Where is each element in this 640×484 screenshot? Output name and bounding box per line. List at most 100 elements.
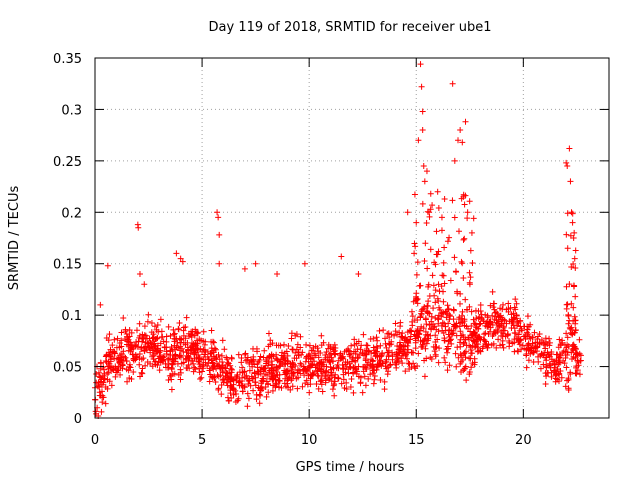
data-point <box>414 363 421 370</box>
data-point <box>118 329 125 336</box>
data-point <box>161 344 168 351</box>
data-point <box>443 314 450 321</box>
data-point <box>550 368 557 375</box>
data-point <box>556 378 563 385</box>
data-point <box>454 344 461 351</box>
data-point <box>297 360 304 367</box>
data-point <box>501 317 508 324</box>
data-point <box>454 288 461 295</box>
data-point <box>430 282 437 289</box>
data-point <box>328 378 335 385</box>
data-point <box>525 357 532 364</box>
data-point <box>295 349 302 356</box>
data-point <box>563 159 570 166</box>
data-point <box>564 245 571 252</box>
data-point <box>426 322 433 329</box>
data-point <box>282 369 289 376</box>
data-point <box>461 201 468 208</box>
data-point <box>292 349 299 356</box>
data-point <box>405 340 412 347</box>
data-point <box>470 316 477 323</box>
data-point <box>498 321 505 328</box>
data-point <box>367 362 374 369</box>
data-point <box>208 338 215 345</box>
data-point <box>411 191 418 198</box>
data-point <box>140 335 147 342</box>
data-point <box>565 375 572 382</box>
data-point <box>266 367 273 374</box>
data-point <box>205 356 212 363</box>
data-point <box>373 363 380 370</box>
y-axis-label: SRMTID / TECUs <box>7 186 22 291</box>
data-point <box>270 382 277 389</box>
data-point <box>224 376 231 383</box>
data-point <box>482 330 489 337</box>
data-point <box>218 352 225 359</box>
data-point <box>423 321 430 328</box>
data-point <box>303 377 310 384</box>
data-point <box>296 367 303 374</box>
data-point <box>265 389 272 396</box>
data-point <box>495 336 502 343</box>
data-point <box>165 323 172 330</box>
data-point <box>451 214 458 221</box>
data-point <box>309 361 316 368</box>
data-point <box>228 374 235 381</box>
data-point <box>473 324 480 331</box>
data-point <box>424 208 431 215</box>
data-point <box>250 353 257 360</box>
data-point <box>193 355 200 362</box>
data-point <box>97 301 104 308</box>
data-point <box>215 214 222 221</box>
data-point <box>518 346 525 353</box>
data-point <box>450 306 457 313</box>
data-point <box>562 383 569 390</box>
data-point <box>409 313 416 320</box>
data-point <box>528 345 535 352</box>
data-point <box>478 311 485 318</box>
data-point <box>325 372 332 379</box>
data-point <box>273 363 280 370</box>
x-axis-label: GPS time / hours <box>296 460 405 475</box>
data-point <box>351 336 358 343</box>
data-point <box>571 313 578 320</box>
data-point <box>327 369 334 376</box>
data-point <box>428 318 435 325</box>
data-point <box>414 325 421 332</box>
data-point <box>230 391 237 398</box>
data-point <box>431 348 438 355</box>
data-point <box>364 361 371 368</box>
data-point <box>150 352 157 359</box>
data-point <box>108 382 115 389</box>
data-point <box>436 345 443 352</box>
data-point <box>120 353 127 360</box>
data-point <box>229 366 236 373</box>
data-point <box>215 362 222 369</box>
data-point <box>451 157 458 164</box>
data-point <box>393 350 400 357</box>
data-point <box>332 351 339 358</box>
data-point <box>565 343 572 350</box>
data-point <box>571 255 578 262</box>
data-point <box>305 352 312 359</box>
data-point <box>225 360 232 367</box>
data-point <box>429 202 436 209</box>
data-point <box>338 253 345 260</box>
data-point <box>350 389 357 396</box>
data-point <box>406 360 413 367</box>
data-point <box>329 386 336 393</box>
data-point <box>461 365 468 372</box>
data-point <box>565 320 572 327</box>
data-point <box>117 371 124 378</box>
y-tick-label: 0.35 <box>53 52 82 67</box>
data-point <box>127 364 134 371</box>
data-point <box>424 331 431 338</box>
data-point <box>466 371 473 378</box>
data-point <box>194 340 201 347</box>
data-point <box>444 302 451 309</box>
data-point <box>393 361 400 368</box>
data-point <box>453 320 460 327</box>
data-point <box>285 384 292 391</box>
data-point <box>382 340 389 347</box>
